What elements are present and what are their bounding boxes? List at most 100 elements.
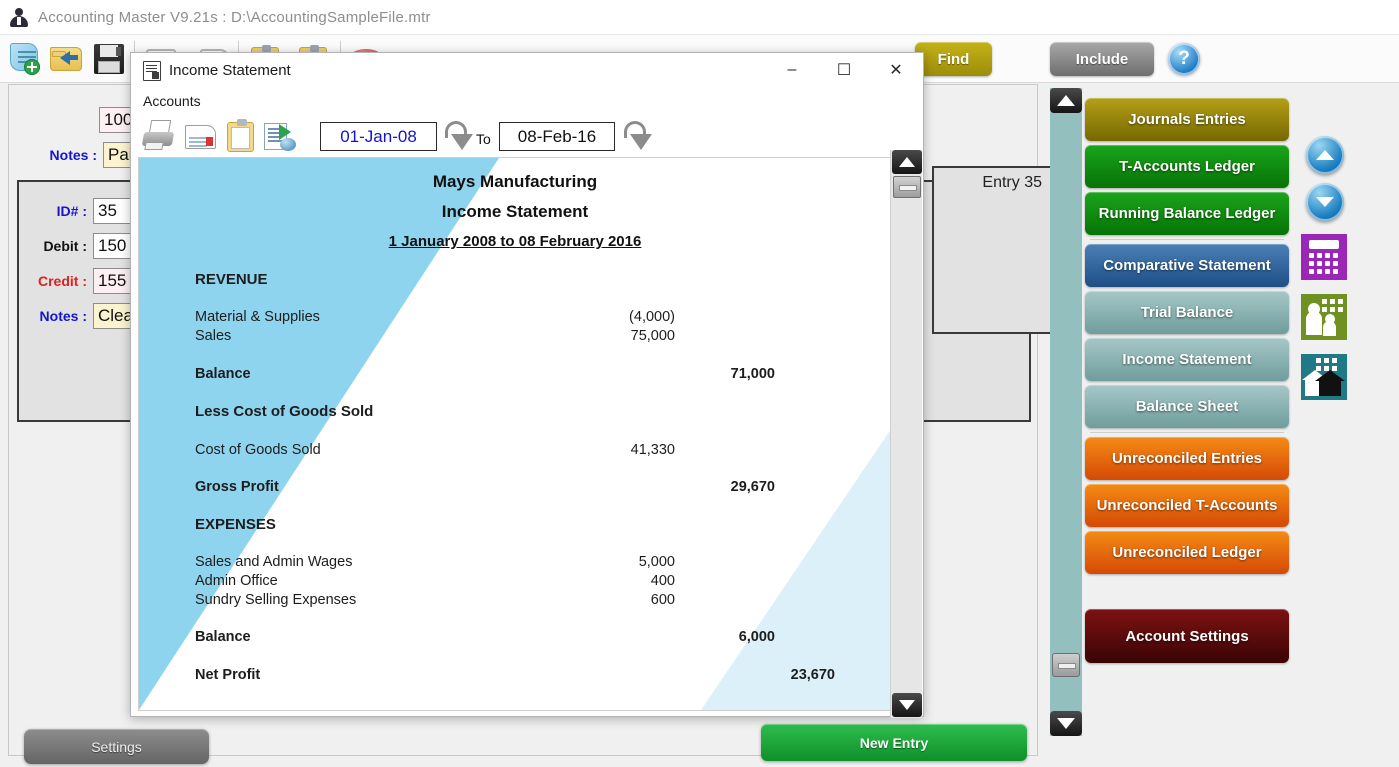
net-profit-label: Net Profit xyxy=(195,667,261,683)
sidebar-item-income-statement[interactable]: Income Statement xyxy=(1085,338,1289,381)
maximize-button[interactable]: ☐ xyxy=(836,61,852,79)
people-building-icon[interactable] xyxy=(1301,294,1347,340)
sidebar-item-trial-balance[interactable]: Trial Balance xyxy=(1085,291,1289,334)
report-title: Income Statement xyxy=(441,202,589,221)
line-col1: 5,000 xyxy=(638,554,675,570)
scroll-down-button[interactable] xyxy=(1050,711,1082,736)
total-label: Balance xyxy=(195,366,251,382)
chevron-down-icon[interactable] xyxy=(1306,183,1344,221)
sidebar-item-unreconciled-ledger[interactable]: Unreconciled Ledger xyxy=(1085,531,1289,574)
new-entry-button[interactable]: New Entry xyxy=(761,724,1027,761)
date-to-label: To xyxy=(476,131,491,147)
total-value: 6,000 xyxy=(738,629,775,645)
net-profit-value: 23,670 xyxy=(790,667,835,683)
report-vertical-scrollbar[interactable] xyxy=(890,150,922,718)
line-label: Sales xyxy=(195,328,232,344)
report-line-item: Sales 75,000 xyxy=(195,328,855,347)
date-to-input[interactable]: 08-Feb-16 xyxy=(499,122,615,151)
dialog-titlebar: Income Statement – ☐ ✕ xyxy=(131,53,923,88)
report-section-heading: Less Cost of Goods Sold xyxy=(195,403,374,420)
line-col1: 600 xyxy=(650,592,675,608)
sidebar-item-running-balance-ledger[interactable]: Running Balance Ledger xyxy=(1085,192,1289,235)
report-net-profit-row: Net Profit 23,670 xyxy=(195,667,855,686)
report-total-row: Balance 71,000 xyxy=(195,366,855,385)
credit-label: Credit : xyxy=(38,273,87,289)
houses-building-icon[interactable] xyxy=(1301,354,1347,400)
chevron-up-icon[interactable] xyxy=(1306,136,1344,174)
income-statement-dialog: Income Statement – ☐ ✕ Accounts 01-Jan-0… xyxy=(130,52,924,717)
menu-item-accounts[interactable]: Accounts xyxy=(143,93,201,109)
main-vertical-scrollbar[interactable] xyxy=(1050,88,1082,736)
export-icon[interactable] xyxy=(263,118,299,154)
sidebar-item-account-settings[interactable]: Account Settings xyxy=(1085,609,1289,663)
sidebar-item-unreconciled-entries[interactable]: Unreconciled Entries xyxy=(1085,437,1289,480)
report-scroll-down-button[interactable] xyxy=(892,693,922,717)
line-col1: (4,000) xyxy=(629,309,675,325)
report-period: 1 January 2008 to 08 February 2016 xyxy=(388,233,642,250)
entry-number-box: Entry 35 xyxy=(932,166,1054,334)
close-button[interactable]: ✕ xyxy=(889,61,903,79)
line-label: Sundry Selling Expenses xyxy=(195,592,357,608)
help-icon[interactable]: ? xyxy=(1168,43,1200,75)
report-company-name: Mays Manufacturing xyxy=(432,172,598,191)
settings-button[interactable]: Settings xyxy=(24,729,209,764)
line-col1: 400 xyxy=(650,573,675,589)
window-title: Accounting Master V9.21s : D:\Accounting… xyxy=(38,8,431,26)
dialog-title: Income Statement xyxy=(169,62,291,79)
notes-label: Notes : xyxy=(49,147,97,163)
id-label: ID# : xyxy=(56,203,87,219)
sidebar-item-balance-sheet[interactable]: Balance Sheet xyxy=(1085,385,1289,428)
person-icon xyxy=(8,6,30,28)
dialog-toolbar: 01-Jan-08 To 08-Feb-16 xyxy=(131,114,923,158)
sidebar-item-journals-entries[interactable]: Journals Entries xyxy=(1085,98,1289,141)
report-viewport: Mays Manufacturing Income Statement 1 Ja… xyxy=(138,157,918,711)
report-section-heading: REVENUE xyxy=(195,271,268,288)
report-total-row: Balance 6,000 xyxy=(195,629,855,648)
line-label: Material & Supplies xyxy=(195,309,320,325)
email-icon[interactable] xyxy=(183,118,219,154)
new-journal-icon[interactable] xyxy=(6,39,46,79)
find-button[interactable]: Find xyxy=(915,42,992,76)
group-notes-label: Notes : xyxy=(39,308,87,324)
open-folder-icon[interactable] xyxy=(48,39,88,79)
report-total-row: Gross Profit 29,670 xyxy=(195,479,855,498)
line-label: Admin Office xyxy=(195,573,278,589)
debit-label: Debit : xyxy=(43,238,87,254)
scroll-up-button[interactable] xyxy=(1050,88,1082,113)
report-page: Mays Manufacturing Income Statement 1 Ja… xyxy=(139,158,891,710)
sidebar-item-t-accounts-ledger[interactable]: T-Accounts Ledger xyxy=(1085,145,1289,188)
watermark-right-shape xyxy=(701,370,891,710)
report-scroll-thumb[interactable] xyxy=(893,176,921,198)
line-label: Sales and Admin Wages xyxy=(195,554,353,570)
sidebar-item-comparative-statement[interactable]: Comparative Statement xyxy=(1085,244,1289,287)
include-button[interactable]: Include xyxy=(1050,42,1154,76)
line-col1: 75,000 xyxy=(630,328,675,344)
minimize-button[interactable]: – xyxy=(787,60,797,78)
total-label: Balance xyxy=(195,629,251,645)
date-from-dropdown-arrow-icon[interactable] xyxy=(441,121,475,155)
report-line-item: Cost of Goods Sold 41,330 xyxy=(195,442,855,461)
date-from-input[interactable]: 01-Jan-08 xyxy=(320,122,437,151)
total-value: 29,670 xyxy=(730,479,775,495)
line-label: Cost of Goods Sold xyxy=(195,442,321,458)
report-scroll-up-button[interactable] xyxy=(892,150,922,174)
watermark-left-shape xyxy=(139,158,499,710)
report-section-heading: EXPENSES xyxy=(195,516,276,533)
report-line-item: Material & Supplies (4,000) xyxy=(195,309,855,328)
report-line-item: Admin Office 400 xyxy=(195,573,855,592)
sidebar-item-unreconciled-t-accounts[interactable]: Unreconciled T-Accounts xyxy=(1085,484,1289,527)
report-line-item: Sales and Admin Wages 5,000 xyxy=(195,554,855,573)
total-label: Gross Profit xyxy=(195,479,279,495)
dialog-menubar: Accounts xyxy=(131,88,923,114)
main-titlebar: Accounting Master V9.21s : D:\Accounting… xyxy=(0,0,1399,35)
scroll-thumb[interactable] xyxy=(1052,653,1080,677)
date-to-dropdown-arrow-icon[interactable] xyxy=(620,121,654,155)
document-icon xyxy=(143,60,161,81)
total-value: 71,000 xyxy=(730,366,775,382)
print-icon[interactable] xyxy=(141,118,177,154)
calculator-icon[interactable] xyxy=(1301,234,1347,280)
save-icon[interactable] xyxy=(90,39,130,79)
clipboard-icon[interactable] xyxy=(223,118,259,154)
report-line-item: Sundry Selling Expenses 600 xyxy=(195,592,855,611)
